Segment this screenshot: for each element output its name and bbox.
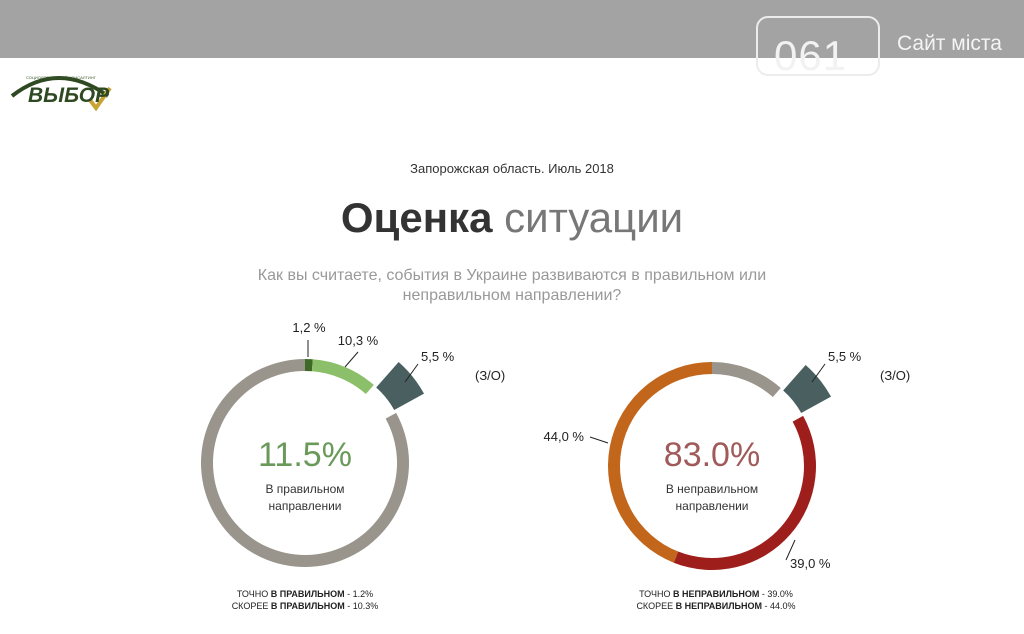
donut-slice bbox=[376, 361, 425, 411]
slice-data-label: 44,0 % bbox=[544, 429, 585, 444]
donut-center-label: направлении bbox=[676, 499, 749, 513]
footnote-line: СКОРЕЕ В НЕПРАВИЛЬНОМ - 44.0% bbox=[636, 601, 796, 611]
footnote-line: ТОЧНО В НЕПРАВИЛЬНОМ - 39.0% bbox=[639, 589, 793, 599]
slice-note-label: (З/О) bbox=[475, 368, 505, 383]
donut-slice bbox=[311, 359, 374, 394]
chart-subtitle: Запорожская область. Июль 2018 bbox=[410, 161, 614, 176]
footnote-right: ТОЧНО В ПРАВИЛЬНОМ - 1.2% СКОРЕЕ В ПРАВИЛ… bbox=[210, 588, 400, 612]
donut-slice bbox=[673, 415, 817, 571]
donut-chart-right-direction: 1,2 % 10,3 % 5,5 % (З/О) 11.5% В правильном на… bbox=[201, 320, 505, 567]
slice-leader-line bbox=[404, 363, 419, 383]
donut-chart-wrong-direction: 5,5 % (З/О) 39,0 % 44,0 % 83.0% В неправильно… bbox=[544, 349, 911, 571]
site-logo-badge[interactable]: 061 bbox=[756, 16, 880, 76]
slice-data-label: 10,3 % bbox=[338, 333, 379, 348]
slice-data-label: 1,2 % bbox=[292, 320, 326, 335]
donut-center-label: В правильном bbox=[265, 482, 344, 496]
site-badge-text: 061 bbox=[774, 32, 848, 76]
slice-leader-line bbox=[589, 436, 609, 444]
slice-data-label: 5,5 % bbox=[828, 349, 862, 364]
site-name[interactable]: Сайт міста bbox=[897, 32, 1002, 55]
slice-leader-line bbox=[785, 539, 796, 561]
logo-arc-icon bbox=[10, 76, 112, 112]
title-light: ситуации bbox=[504, 194, 684, 241]
donut-center-label: В неправильном bbox=[666, 482, 758, 496]
logo-tagline: СОЦИОЛОГИЧЕСКИЙ КОНСАЛТИНГ bbox=[26, 75, 96, 80]
slice-data-label: 39,0 % bbox=[790, 556, 831, 571]
chart-title: Оценка ситуации bbox=[0, 194, 1024, 242]
footnote-line: СКОРЕЕ В ПРАВИЛЬНОМ - 10.3% bbox=[231, 601, 379, 611]
footnote-wrong: ТОЧНО В НЕПРАВИЛЬНОМ - 39.0% СКОРЕЕ В НЕП… bbox=[614, 588, 818, 612]
donut-slice bbox=[607, 362, 712, 563]
slice-note-label: (З/О) bbox=[880, 368, 910, 383]
slice-leader-line bbox=[344, 351, 359, 368]
footnote-line: ТОЧНО В ПРАВИЛЬНОМ - 1.2% bbox=[236, 589, 374, 599]
title-bold: Оценка bbox=[340, 194, 493, 241]
donut-slice bbox=[305, 359, 313, 372]
donut-center-value: 11.5% bbox=[258, 436, 352, 474]
donut-center-value: 83.0% bbox=[664, 436, 760, 474]
donut-slice bbox=[783, 364, 832, 414]
donut-center-label: направлении bbox=[269, 499, 342, 513]
slice-data-label: 5,5 % bbox=[421, 349, 455, 364]
donut-slice bbox=[712, 362, 781, 397]
site-header-bar: 061 Сайт міста bbox=[0, 0, 1024, 76]
survey-question: Как вы считаете, события в Украине разви… bbox=[257, 267, 767, 304]
logo-text: ВЫБОР bbox=[28, 84, 110, 107]
vybor-logo: СОЦИОЛОГИЧЕСКИЙ КОНСАЛТИНГ ВЫБОР bbox=[8, 66, 118, 114]
slice-leader-line bbox=[811, 363, 826, 383]
